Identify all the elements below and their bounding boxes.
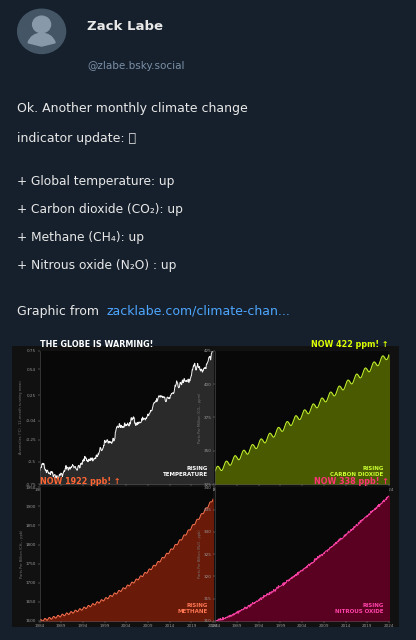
Text: Graphic from: Graphic from: [17, 305, 103, 318]
Y-axis label: Anomalies (°C) - 12-month running mean: Anomalies (°C) - 12-month running mean: [19, 381, 23, 454]
Text: RISING
METHANE: RISING METHANE: [178, 603, 208, 614]
Circle shape: [32, 16, 51, 33]
Y-axis label: Parts Per Million (CO₂ - ppm): Parts Per Million (CO₂ - ppm): [198, 392, 202, 443]
Wedge shape: [28, 33, 55, 46]
Text: + Nitrous oxide (N₂O) : up: + Nitrous oxide (N₂O) : up: [17, 259, 176, 272]
Text: THE GLOBE IS WARMING!: THE GLOBE IS WARMING!: [40, 340, 153, 349]
Text: @zlabe.bsky.social: @zlabe.bsky.social: [87, 61, 185, 72]
Text: NOW 338 ppb! ↑: NOW 338 ppb! ↑: [314, 477, 389, 486]
Text: zacklabe.com/climate-chan...: zacklabe.com/climate-chan...: [106, 305, 290, 318]
Text: NOW 1922 ppb! ↑: NOW 1922 ppb! ↑: [40, 477, 120, 486]
Text: + Carbon dioxide (CO₂): up: + Carbon dioxide (CO₂): up: [17, 203, 183, 216]
Text: + Global temperature: up: + Global temperature: up: [17, 175, 174, 188]
Text: Zack Labe: Zack Labe: [87, 20, 163, 33]
Text: RISING
TEMPERATURE: RISING TEMPERATURE: [163, 467, 208, 477]
Circle shape: [17, 9, 66, 54]
Text: + Methane (CH₄): up: + Methane (CH₄): up: [17, 231, 144, 244]
Text: Ok. Another monthly climate change: Ok. Another monthly climate change: [17, 102, 248, 115]
Text: RISING
CARBON DIOXIDE: RISING CARBON DIOXIDE: [330, 467, 384, 477]
Text: NOW 422 ppm! ↑: NOW 422 ppm! ↑: [311, 340, 389, 349]
Text: RISING
NITROUS OXIDE: RISING NITROUS OXIDE: [335, 603, 384, 614]
Y-axis label: Parts Per Billion (N₂O - ppb): Parts Per Billion (N₂O - ppb): [198, 530, 202, 579]
Text: indicator update: 🤠: indicator update: 🤠: [17, 132, 136, 145]
Y-axis label: Parts Per Billion (CH₄ - ppb): Parts Per Billion (CH₄ - ppb): [20, 530, 24, 579]
FancyBboxPatch shape: [9, 343, 403, 630]
